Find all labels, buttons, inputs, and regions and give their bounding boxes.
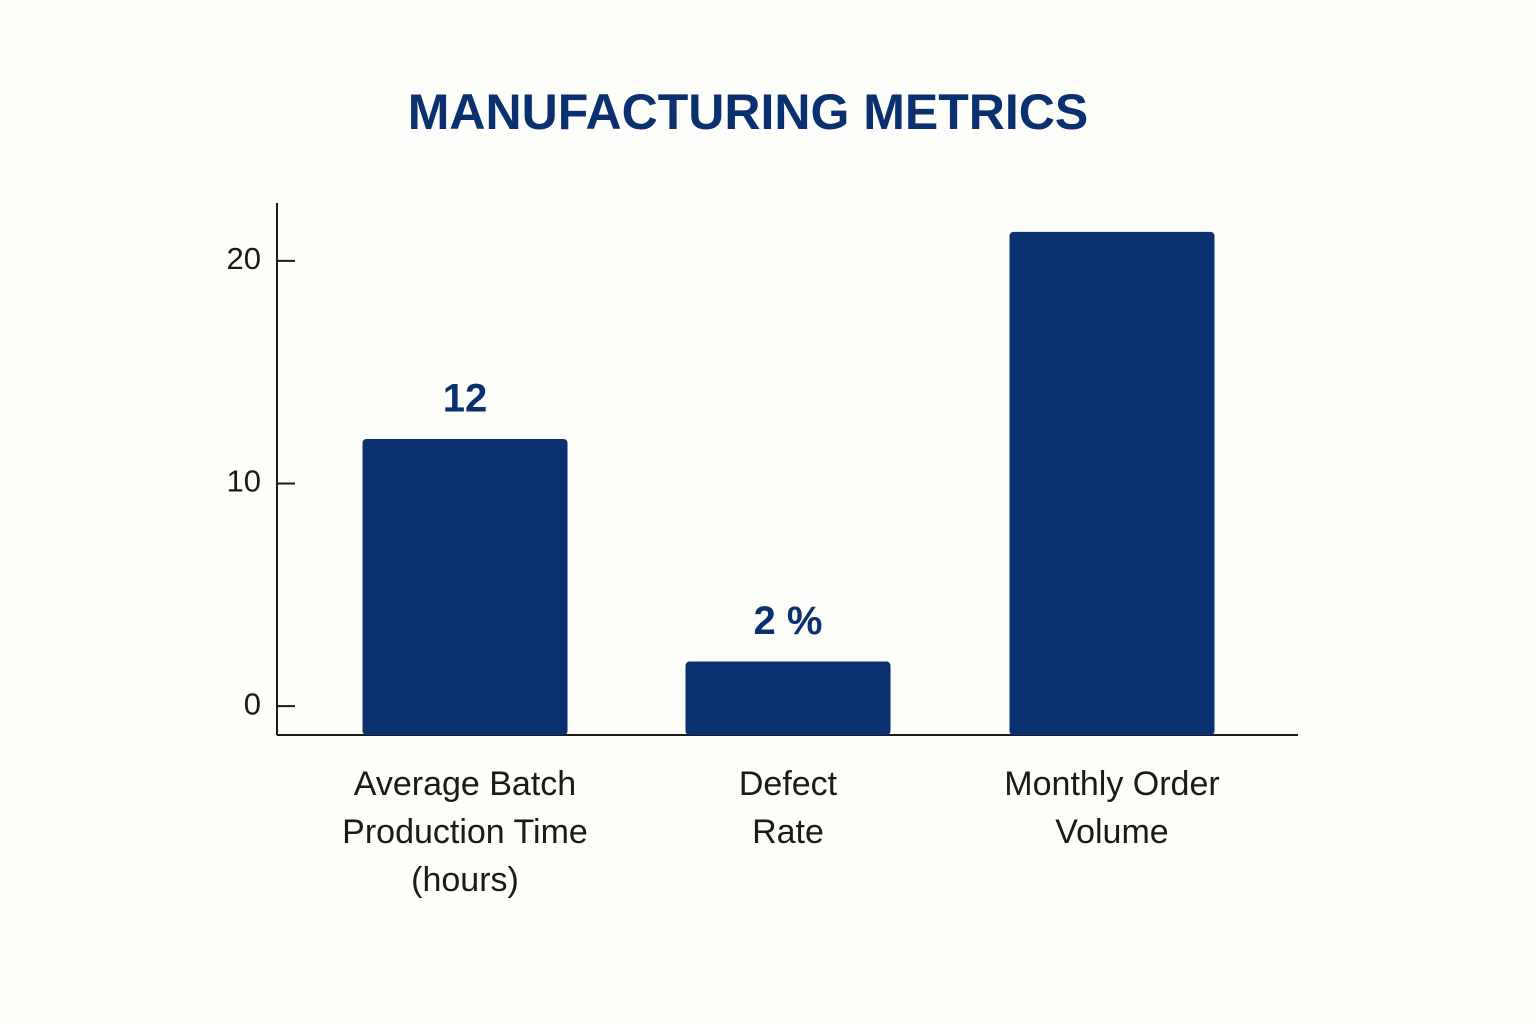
bar <box>685 661 891 735</box>
y-tick-label: 20 <box>227 241 261 276</box>
y-tick-label: 0 <box>244 686 261 721</box>
value-label: 12 <box>443 377 488 421</box>
x-tick-label: Monthly Order Volume <box>1004 765 1220 851</box>
y-tick-label: 10 <box>227 464 261 499</box>
chart-title: MANUFACTURING METRICS <box>408 84 1089 140</box>
bar <box>1009 231 1215 735</box>
x-tick-label: Average Batch Production Time (hours) <box>342 765 588 899</box>
value-label: 2 % <box>754 599 823 643</box>
x-tick-label: Defect Rate <box>738 765 838 851</box>
bar <box>362 438 568 735</box>
